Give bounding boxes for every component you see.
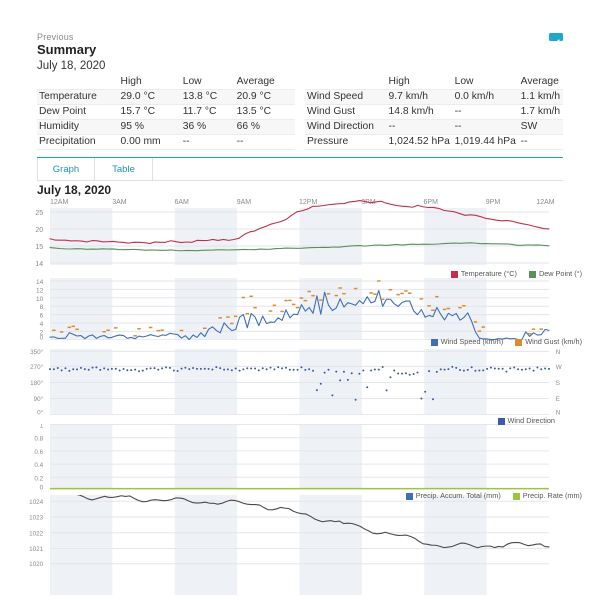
svg-text:0: 0 — [40, 485, 44, 491]
svg-text:350°: 350° — [30, 349, 44, 356]
svg-text:12: 12 — [36, 287, 44, 294]
svg-text:12AM: 12AM — [50, 199, 68, 206]
svg-text:S: S — [556, 380, 560, 387]
svg-text:6: 6 — [40, 313, 44, 320]
svg-text:180°: 180° — [30, 379, 44, 387]
svg-text:E: E — [556, 396, 560, 403]
svg-text:1022: 1022 — [29, 530, 44, 537]
svg-text:9AM: 9AM — [237, 199, 252, 206]
svg-text:W: W — [556, 364, 562, 371]
svg-text:6PM: 6PM — [424, 199, 439, 206]
svg-text:270°: 270° — [30, 363, 44, 371]
svg-text:0.2: 0.2 — [34, 475, 43, 482]
svg-text:14: 14 — [36, 279, 44, 286]
svg-text:6AM: 6AM — [175, 199, 190, 206]
svg-text:0.8: 0.8 — [34, 436, 43, 443]
svg-text:15: 15 — [35, 244, 43, 251]
svg-text:1021: 1021 — [29, 546, 44, 553]
svg-text:1023: 1023 — [29, 515, 44, 522]
svg-text:12AM: 12AM — [536, 199, 554, 206]
svg-text:0.6: 0.6 — [34, 449, 43, 456]
svg-text:20: 20 — [35, 227, 43, 234]
svg-text:25: 25 — [35, 210, 43, 217]
svg-text:0°: 0° — [37, 409, 44, 416]
svg-text:9PM: 9PM — [486, 199, 501, 206]
svg-text:N: N — [556, 410, 561, 416]
svg-text:N: N — [556, 349, 561, 356]
svg-text:4: 4 — [40, 321, 44, 328]
svg-text:3AM: 3AM — [112, 199, 127, 206]
svg-text:14: 14 — [35, 261, 43, 268]
svg-text:1020: 1020 — [29, 561, 44, 568]
svg-text:90°: 90° — [34, 395, 44, 403]
svg-text:0.4: 0.4 — [34, 462, 43, 469]
svg-text:10: 10 — [36, 296, 44, 303]
svg-text:8: 8 — [40, 304, 44, 311]
svg-text:12PM: 12PM — [299, 199, 317, 206]
